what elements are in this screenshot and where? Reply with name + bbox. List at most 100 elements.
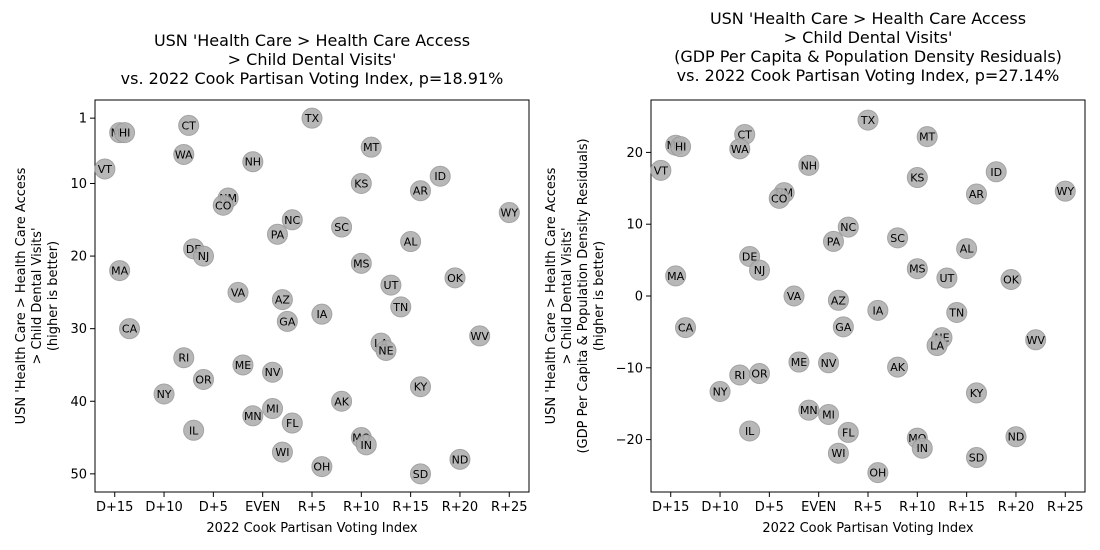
data-point-mi bbox=[818, 403, 840, 425]
data-point-sc bbox=[887, 227, 909, 249]
data-point-nd bbox=[449, 448, 471, 470]
data-point-id bbox=[985, 161, 1007, 183]
point-label-fl: FL bbox=[842, 426, 855, 439]
point-label-nh: NH bbox=[801, 159, 818, 172]
point-label-nd: ND bbox=[1008, 431, 1025, 444]
point-label-az: AZ bbox=[275, 294, 291, 307]
data-point-pa bbox=[266, 223, 288, 245]
point-label-wv: WV bbox=[1026, 334, 1045, 347]
point-label-ny: NY bbox=[713, 385, 728, 398]
data-point-sd bbox=[966, 447, 987, 469]
data-point-ma bbox=[665, 265, 687, 287]
point-label-tn: TN bbox=[948, 307, 964, 320]
data-point-ca bbox=[119, 318, 141, 340]
point-label-id: ID bbox=[990, 166, 1002, 179]
data-point-ms bbox=[906, 258, 928, 280]
point-label-hi: HI bbox=[119, 127, 131, 140]
point-label-wa: WA bbox=[731, 143, 749, 156]
data-point-vt bbox=[94, 158, 116, 180]
point-label-ma: MA bbox=[111, 265, 128, 278]
data-point-nj bbox=[749, 259, 770, 281]
point-label-nj: NJ bbox=[754, 264, 765, 277]
point-label-ia: IA bbox=[872, 304, 883, 317]
x-tick-label: EVEN bbox=[801, 500, 836, 515]
point-label-mi: MI bbox=[822, 408, 835, 421]
data-point-nc bbox=[281, 209, 303, 231]
y-axis-label-line: > Child Dental Visits' bbox=[560, 227, 575, 364]
data-point-me bbox=[788, 351, 810, 373]
point-label-de: DE bbox=[742, 251, 757, 264]
data-point-il bbox=[183, 419, 205, 441]
data-point-va bbox=[783, 285, 805, 307]
data-point-wv bbox=[1025, 329, 1047, 351]
data-point-nd bbox=[1005, 426, 1027, 448]
data-point-al bbox=[956, 238, 978, 260]
point-label-me: ME bbox=[235, 359, 251, 372]
x-tick-label: D+15 bbox=[96, 500, 133, 515]
point-label-sd: SD bbox=[413, 468, 428, 481]
data-point-ia bbox=[867, 299, 889, 321]
point-label-ri: RI bbox=[734, 369, 745, 382]
data-point-nv bbox=[262, 361, 284, 383]
point-label-nd: ND bbox=[452, 453, 469, 466]
y-tick-label: 20 bbox=[70, 250, 87, 265]
point-label-co: CO bbox=[215, 199, 232, 212]
y-tick-label: 10 bbox=[70, 177, 87, 192]
point-label-vt: VT bbox=[654, 164, 669, 177]
plot-frame bbox=[94, 99, 530, 493]
data-point-ct bbox=[178, 114, 200, 136]
data-point-vt bbox=[650, 159, 672, 181]
point-label-ks: KS bbox=[354, 177, 368, 190]
point-label-ky: KY bbox=[970, 387, 984, 400]
data-point-ga bbox=[832, 316, 854, 338]
point-label-wy: WY bbox=[1056, 185, 1074, 198]
chart-title-line: vs. 2022 Cook Partisan Voting Index, p=1… bbox=[121, 69, 504, 88]
point-label-sd: SD bbox=[969, 452, 984, 465]
point-label-ut: UT bbox=[940, 272, 955, 285]
point-label-ga: GA bbox=[279, 315, 296, 328]
point-label-ks: KS bbox=[910, 172, 924, 185]
data-point-ca bbox=[675, 317, 697, 339]
point-label-nv: NV bbox=[821, 357, 837, 370]
point-label-tx: TX bbox=[860, 114, 876, 127]
point-label-in: IN bbox=[361, 439, 372, 452]
y-tick-label: 40 bbox=[70, 395, 87, 410]
point-label-ca: CA bbox=[122, 323, 138, 336]
data-point-ny bbox=[153, 383, 175, 405]
x-tick-label: R+15 bbox=[948, 500, 984, 515]
data-point-ks bbox=[906, 167, 928, 189]
data-point-ri bbox=[173, 347, 195, 369]
data-point-ok bbox=[444, 267, 466, 289]
data-point-nh bbox=[242, 151, 264, 173]
point-label-pa: PA bbox=[827, 235, 841, 248]
data-point-oh bbox=[867, 462, 889, 484]
x-tick-label: D+5 bbox=[199, 500, 228, 515]
data-point-ar bbox=[966, 183, 987, 205]
data-point-ks bbox=[350, 172, 372, 194]
y-axis-label-line: (higher is better) bbox=[46, 241, 61, 351]
point-label-tn: TN bbox=[392, 301, 408, 314]
data-point-co bbox=[768, 187, 790, 209]
data-point-ak bbox=[887, 356, 909, 378]
data-point-wv bbox=[469, 325, 491, 347]
x-tick-label: R+25 bbox=[1047, 500, 1083, 515]
data-point-nh bbox=[798, 154, 820, 176]
data-point-fl bbox=[281, 412, 303, 434]
chart-title-line: vs. 2022 Cook Partisan Voting Index, p=2… bbox=[677, 66, 1060, 85]
data-point-in bbox=[911, 437, 933, 459]
x-tick-label: D+10 bbox=[145, 500, 182, 515]
point-label-al: AL bbox=[404, 236, 419, 249]
point-label-ct: CT bbox=[182, 119, 197, 132]
point-label-ar: AR bbox=[413, 185, 429, 198]
x-tick-label: R+10 bbox=[899, 500, 935, 515]
data-point-or bbox=[193, 368, 214, 390]
point-label-il: IL bbox=[745, 425, 755, 438]
data-point-oh bbox=[311, 456, 333, 478]
point-label-nj: NJ bbox=[198, 250, 209, 263]
data-point-me bbox=[232, 354, 254, 376]
y-tick-label: −10 bbox=[616, 361, 643, 376]
data-point-id bbox=[429, 165, 451, 187]
point-label-ma: MA bbox=[667, 270, 684, 283]
data-point-pa bbox=[822, 230, 844, 252]
point-label-hi: HI bbox=[675, 141, 687, 154]
